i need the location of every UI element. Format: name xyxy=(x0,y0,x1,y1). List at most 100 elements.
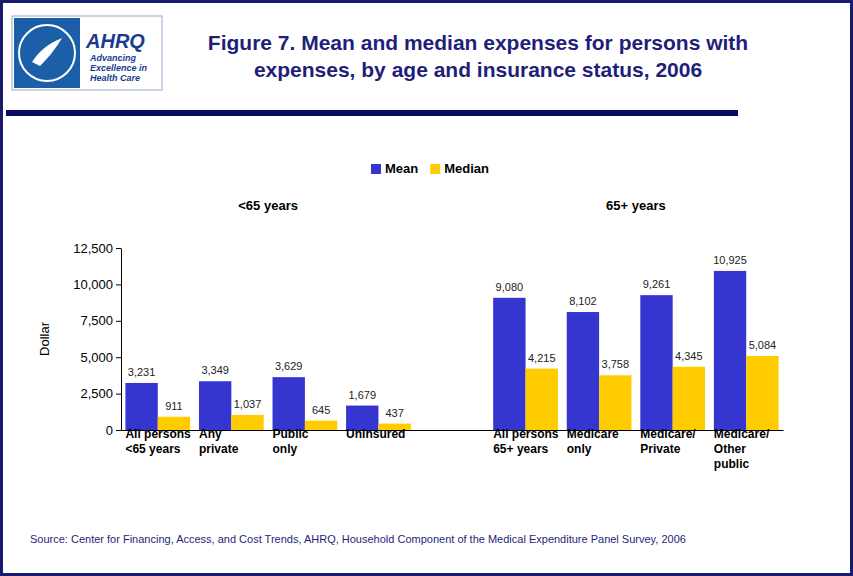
y-tick-label: 5,000 xyxy=(80,350,113,365)
legend-item: Mean xyxy=(371,161,418,176)
logo-tagline: AdvancingExcellence inHealth Care xyxy=(89,53,148,83)
y-axis-title: Dollar xyxy=(37,321,52,356)
x-tick: Medicare/Otherpublic xyxy=(714,427,770,471)
data-label: 3,629 xyxy=(275,360,303,372)
y-axis: 0 2,500 5,000 7,500 10,000 12,500 xyxy=(73,241,121,438)
x-tick: All persons65+ years xyxy=(493,427,559,456)
bar xyxy=(599,375,631,430)
group-label: 65+ years xyxy=(606,198,666,213)
data-label: 645 xyxy=(312,404,330,416)
text-line: <65 years xyxy=(125,442,180,456)
x-tick-label: Publiconly xyxy=(273,427,309,456)
group-label: <65 years xyxy=(238,198,298,213)
text-line: Private xyxy=(640,442,680,456)
data-label: 4,345 xyxy=(675,350,703,362)
text-line: expenses, by age and insurance status, 2… xyxy=(254,58,702,81)
data-label: 3,231 xyxy=(128,366,156,378)
text-line: only xyxy=(567,442,592,456)
legend: Mean Median xyxy=(371,161,489,176)
text-line: Other xyxy=(714,442,746,456)
data-label: 1,679 xyxy=(348,389,376,401)
text-line: only xyxy=(273,442,298,456)
bar xyxy=(125,383,157,430)
x-tick: Publiconly xyxy=(273,427,309,456)
y-tick-label: 0 xyxy=(106,423,113,438)
text-line: private xyxy=(199,442,239,456)
y-tick: 12,500 xyxy=(73,241,121,256)
page-frame xyxy=(2,2,852,575)
text-line: Uninsured xyxy=(346,427,405,441)
x-tick-label: Anyprivate xyxy=(199,427,239,456)
data-label: 3,758 xyxy=(602,358,630,370)
source-note: Source: Center for Financing, Access, an… xyxy=(30,533,686,545)
bar xyxy=(231,415,263,430)
legend-swatch xyxy=(430,164,440,174)
y-axis-line xyxy=(121,249,122,431)
y-tick: 7,500 xyxy=(80,313,121,328)
y-tick-label: 10,000 xyxy=(73,277,113,292)
y-tick: 5,000 xyxy=(80,350,121,365)
y-tick-mark xyxy=(116,394,121,395)
y-tick: 10,000 xyxy=(73,277,121,292)
x-tick-label: Uninsured xyxy=(346,427,405,441)
y-tick-label: 12,500 xyxy=(73,241,113,256)
x-tick: Uninsured xyxy=(346,427,405,441)
x-tick: Medicare/Private xyxy=(640,427,696,456)
text-line: Advancing xyxy=(89,53,137,63)
y-tick-mark xyxy=(116,248,121,249)
text-line: Medicare xyxy=(567,427,619,441)
bars xyxy=(125,271,778,430)
bar xyxy=(673,367,705,430)
bar xyxy=(714,271,746,430)
x-tick: Medicareonly xyxy=(567,427,619,456)
x-tick: Anyprivate xyxy=(199,427,239,456)
x-tick-label: Medicare/Otherpublic xyxy=(714,427,770,471)
y-tick: 2,500 xyxy=(80,386,121,401)
text-line: All persons xyxy=(493,427,559,441)
x-tick-label: All persons65+ years xyxy=(493,427,559,456)
text-line: Excellence in xyxy=(90,63,148,73)
text-line: Public xyxy=(273,427,309,441)
y-tick-mark xyxy=(116,321,121,322)
y-tick-mark xyxy=(116,430,121,431)
data-label: 437 xyxy=(385,407,403,419)
y-tick-mark xyxy=(116,357,121,358)
data-label: 5,084 xyxy=(749,339,777,351)
bar xyxy=(305,421,337,430)
data-label: 9,080 xyxy=(496,281,524,293)
data-label: 3,349 xyxy=(201,364,229,376)
background xyxy=(0,0,853,576)
data-label: 10,925 xyxy=(713,254,747,266)
legend-label: Median xyxy=(444,161,489,176)
text-line: Medicare/ xyxy=(714,427,770,441)
bar xyxy=(199,381,231,430)
logo-eagle-ring xyxy=(19,25,75,81)
y-tick-label: 7,500 xyxy=(80,313,113,328)
text-line: Figure 7. Mean and median expenses for p… xyxy=(208,31,748,54)
logo-title: AHRQ xyxy=(85,30,145,52)
bar xyxy=(493,298,525,430)
y-tick: 0 xyxy=(106,423,121,438)
text-line: 65+ years xyxy=(493,442,548,456)
text-line: Medicare/ xyxy=(640,427,696,441)
x-tick-label: Medicareonly xyxy=(567,427,619,456)
legend-item: Median xyxy=(430,161,489,176)
x-tick: All persons<65 years xyxy=(125,427,191,456)
y-tick-label: 2,500 xyxy=(80,386,113,401)
bar xyxy=(273,377,305,430)
text-line: All persons xyxy=(125,427,191,441)
y-tick-mark xyxy=(116,284,121,285)
title: Figure 7. Mean and median expenses for p… xyxy=(208,31,748,81)
logo-eagle-box xyxy=(14,18,80,88)
data-label: 4,215 xyxy=(528,352,556,364)
bar xyxy=(640,295,672,430)
text-line: public xyxy=(714,457,750,471)
bar xyxy=(567,312,599,430)
data-label: 8,102 xyxy=(569,295,597,307)
legend-swatch xyxy=(371,164,381,174)
logo-eagle xyxy=(32,38,62,66)
data-labels: 3,2313,3493,6291,6799,0808,1029,26110,92… xyxy=(128,254,776,419)
legend-label: Mean xyxy=(385,161,418,176)
x-tick-label: All persons<65 years xyxy=(125,427,191,456)
x-tick-label: Medicare/Private xyxy=(640,427,696,456)
